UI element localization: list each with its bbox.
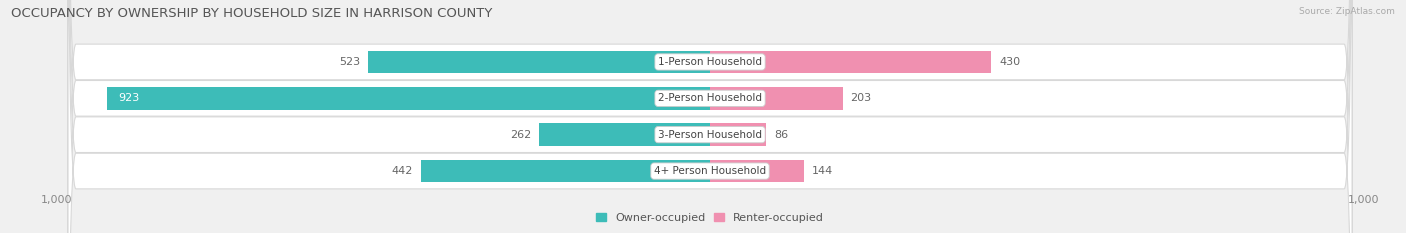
Text: 923: 923 xyxy=(118,93,139,103)
Text: 203: 203 xyxy=(851,93,872,103)
Text: 144: 144 xyxy=(813,166,834,176)
Bar xyxy=(710,87,842,110)
Text: 523: 523 xyxy=(339,57,360,67)
Text: 1-Person Household: 1-Person Household xyxy=(658,57,762,67)
FancyBboxPatch shape xyxy=(67,0,1353,233)
Legend: Owner-occupied, Renter-occupied: Owner-occupied, Renter-occupied xyxy=(596,213,824,223)
Text: 4+ Person Household: 4+ Person Household xyxy=(654,166,766,176)
Text: 2-Person Household: 2-Person Household xyxy=(658,93,762,103)
Bar xyxy=(710,51,991,73)
Bar xyxy=(710,123,766,146)
Text: Source: ZipAtlas.com: Source: ZipAtlas.com xyxy=(1299,7,1395,16)
FancyBboxPatch shape xyxy=(67,0,1353,233)
Bar xyxy=(710,160,804,182)
Text: 3-Person Household: 3-Person Household xyxy=(658,130,762,140)
FancyBboxPatch shape xyxy=(67,0,1353,233)
Bar xyxy=(368,51,710,73)
Bar xyxy=(538,123,710,146)
Text: 86: 86 xyxy=(775,130,789,140)
Bar xyxy=(420,160,710,182)
Text: 262: 262 xyxy=(509,130,531,140)
FancyBboxPatch shape xyxy=(67,0,1353,233)
Text: 442: 442 xyxy=(392,166,413,176)
Bar xyxy=(107,87,710,110)
Text: 430: 430 xyxy=(1000,57,1021,67)
Text: OCCUPANCY BY OWNERSHIP BY HOUSEHOLD SIZE IN HARRISON COUNTY: OCCUPANCY BY OWNERSHIP BY HOUSEHOLD SIZE… xyxy=(11,7,492,20)
